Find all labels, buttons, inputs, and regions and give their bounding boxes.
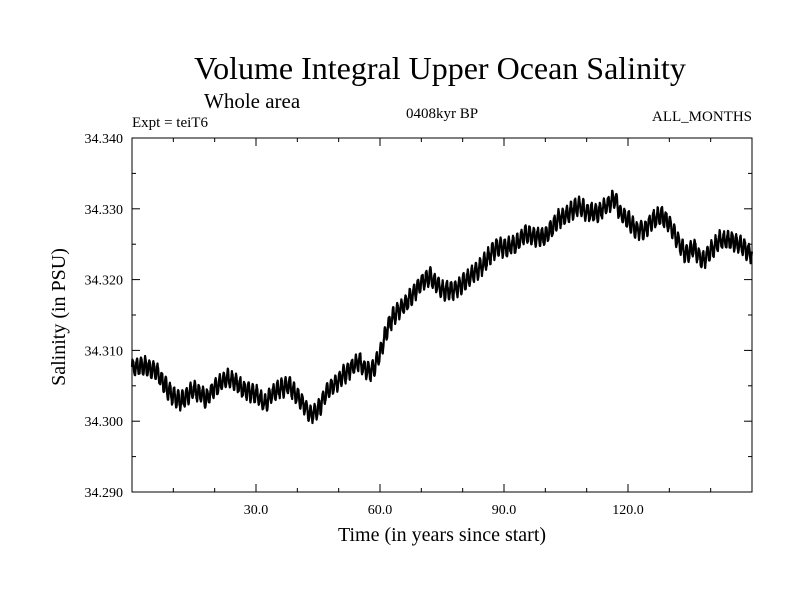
x-tick-label: 60.0 — [368, 503, 393, 518]
x-tick-label: 90.0 — [492, 503, 517, 518]
plot-frame — [131, 137, 753, 493]
chart-subtitle: Whole area — [204, 89, 301, 113]
salinity-series-line — [130, 189, 754, 425]
x-axis-label: Time (in years since start) — [337, 524, 547, 546]
y-tick-label: 34.330 — [85, 203, 124, 218]
y-tick-label: 34.290 — [85, 486, 124, 501]
period-label: 0408kyr BP — [405, 106, 479, 122]
x-tick-label: 30.0 — [244, 503, 269, 518]
x-tick-label: 120.0 — [612, 503, 644, 518]
y-tick-label: 34.310 — [85, 344, 124, 359]
y-tick-label: 34.300 — [85, 415, 124, 430]
y-tick-label: 34.340 — [85, 132, 124, 147]
y-axis-label: Salinity (in PSU) — [48, 248, 70, 386]
y-tick-label: 34.320 — [85, 274, 124, 289]
months-label: ALL_MONTHS — [652, 109, 752, 125]
experiment-label: Expt = teiT6 — [132, 115, 208, 131]
chart-title: Volume Integral Upper Ocean Salinity — [194, 50, 686, 86]
